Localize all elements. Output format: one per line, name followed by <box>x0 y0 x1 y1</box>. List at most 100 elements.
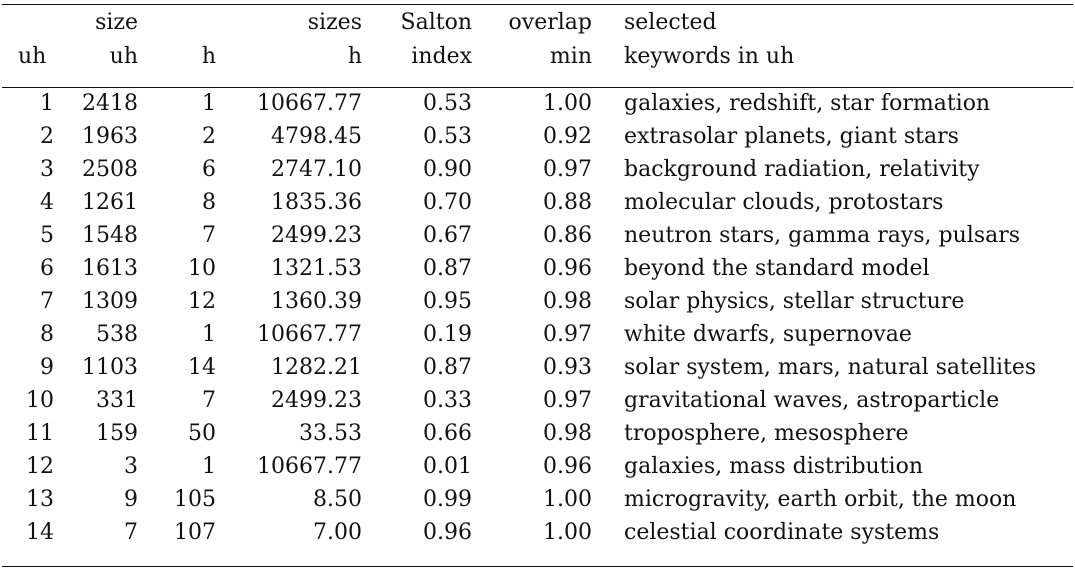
salton-index-cell: 0.95 <box>423 289 472 314</box>
sizes-h-cell: 8.50 <box>313 487 362 512</box>
header-cell: Salton <box>400 10 472 35</box>
sizes-h-cell: 2499.23 <box>271 388 362 413</box>
header-row-2: uh uh h h index min keywords in uh <box>0 40 1036 74</box>
uh-id-cell: 2 <box>40 124 54 149</box>
header-cell: index <box>411 44 472 69</box>
table-row: 3 2508 6 2747.10 0.90 0.97 background radiatio… <box>0 153 1036 186</box>
keywords-cell: microgravity, earth orbit, the moon <box>624 487 1017 512</box>
keywords-cell: celestial coordinate systems <box>624 520 940 545</box>
header-rule <box>2 87 1073 88</box>
salton-index-cell: 0.99 <box>423 487 472 512</box>
salton-index-cell: 0.33 <box>423 388 472 413</box>
salton-index-cell: 0.19 <box>423 322 472 347</box>
keywords-cell: galaxies, redshift, star formation <box>624 91 991 116</box>
salton-index-cell: 0.53 <box>423 91 472 116</box>
size-uh-cell: 2418 <box>82 91 138 116</box>
overlap-min-cell: 0.92 <box>543 124 592 149</box>
keywords-cell: troposphere, mesosphere <box>624 421 909 446</box>
uh-id-cell: 5 <box>40 223 54 248</box>
overlap-min-cell: 1.00 <box>543 91 592 116</box>
uh-id-cell: 1 <box>40 91 54 116</box>
table-row: 4 1261 8 1835.36 0.70 0.88 molecular clouds, p… <box>0 186 1036 219</box>
size-uh-cell: 538 <box>96 322 138 347</box>
table-row: 13 9 105 8.50 0.99 1.00 microgravity, earth or… <box>0 483 1036 516</box>
sizes-h-cell: 1835.36 <box>271 190 362 215</box>
size-uh-cell: 1261 <box>82 190 138 215</box>
size-uh-cell: 3 <box>124 454 138 479</box>
keywords-cell: galaxies, mass distribution <box>624 454 923 479</box>
salton-index-cell: 0.90 <box>423 157 472 182</box>
top-rule <box>2 4 1073 5</box>
uh-id-cell: 13 <box>26 487 54 512</box>
keywords-cell: white dwarfs, supernovae <box>624 322 912 347</box>
salton-index-cell: 0.87 <box>423 355 472 380</box>
h-id-cell: 14 <box>188 355 216 380</box>
salton-index-cell: 0.67 <box>423 223 472 248</box>
table-row: 6 1613 10 1321.53 0.87 0.96 beyond the standar… <box>0 252 1036 285</box>
h-id-cell: 10 <box>188 256 216 281</box>
keywords-cell: beyond the standard model <box>624 256 930 281</box>
overlap-min-cell: 1.00 <box>543 487 592 512</box>
table-row: 12 3 1 10667.77 0.01 0.96 galaxies, mass distr… <box>0 450 1036 483</box>
sizes-h-cell: 10667.77 <box>257 91 362 116</box>
sizes-h-cell: 7.00 <box>313 520 362 545</box>
uh-id-cell: 4 <box>40 190 54 215</box>
size-uh-cell: 9 <box>124 487 138 512</box>
h-id-cell: 50 <box>188 421 216 446</box>
table-row: 7 1309 12 1360.39 0.95 0.98 solar physics, ste… <box>0 285 1036 318</box>
uh-id-cell: 8 <box>40 322 54 347</box>
sizes-h-cell: 1360.39 <box>271 289 362 314</box>
keywords-cell: neutron stars, gamma rays, pulsars <box>624 223 1021 248</box>
uh-id-cell: 6 <box>40 256 54 281</box>
overlap-min-cell: 0.93 <box>543 355 592 380</box>
size-uh-cell: 1548 <box>82 223 138 248</box>
h-id-cell: 7 <box>202 388 216 413</box>
sizes-h-cell: 1282.21 <box>271 355 362 380</box>
sizes-h-cell: 1321.53 <box>271 256 362 281</box>
h-id-cell: 1 <box>202 322 216 347</box>
size-uh-cell: 159 <box>96 421 138 446</box>
uh-id-cell: 10 <box>26 388 54 413</box>
header-row-1: size sizes Salton overlap selected <box>0 6 1036 40</box>
h-id-cell: 8 <box>202 190 216 215</box>
header-cell: h <box>201 44 216 69</box>
uh-id-cell: 11 <box>26 421 54 446</box>
h-id-cell: 1 <box>202 454 216 479</box>
overlap-min-cell: 0.97 <box>543 322 592 347</box>
table-row: 9 1103 14 1282.21 0.87 0.93 solar system, mars… <box>0 351 1036 384</box>
h-id-cell: 12 <box>188 289 216 314</box>
size-uh-cell: 1613 <box>82 256 138 281</box>
size-uh-cell: 1309 <box>82 289 138 314</box>
salton-index-cell: 0.66 <box>423 421 472 446</box>
overlap-min-cell: 0.96 <box>543 256 592 281</box>
sizes-h-cell: 10667.77 <box>257 454 362 479</box>
table-row: 2 1963 2 4798.45 0.53 0.92 extrasolar planets,… <box>0 120 1036 153</box>
size-uh-cell: 1103 <box>82 355 138 380</box>
header-cell: size <box>95 10 138 35</box>
size-uh-cell: 7 <box>124 520 138 545</box>
uh-id-cell: 3 <box>40 157 54 182</box>
salton-index-cell: 0.96 <box>423 520 472 545</box>
salton-index-cell: 0.70 <box>423 190 472 215</box>
sizes-h-cell: 4798.45 <box>271 124 362 149</box>
header-cell: sizes <box>307 10 362 35</box>
overlap-min-cell: 0.96 <box>543 454 592 479</box>
table-body: 1 2418 1 10667.77 0.53 1.00 galaxies, redshift… <box>0 74 1036 549</box>
header-cell: h <box>347 44 362 69</box>
keywords-cell: extrasolar planets, giant stars <box>624 124 959 149</box>
header-cell: min <box>549 44 592 69</box>
table-header: size sizes Salton overlap selected uh uh… <box>0 6 1036 74</box>
table-row: 10 331 7 2499.23 0.33 0.97 gravitational waves… <box>0 384 1036 417</box>
overlap-min-cell: 0.97 <box>543 388 592 413</box>
table-spacer-row <box>0 74 1036 87</box>
header-cell: keywords in uh <box>624 44 795 69</box>
overlap-min-cell: 0.98 <box>543 421 592 446</box>
size-uh-cell: 2508 <box>82 157 138 182</box>
header-cell: uh <box>109 44 138 69</box>
uh-id-cell: 7 <box>40 289 54 314</box>
h-id-cell: 2 <box>202 124 216 149</box>
uh-id-cell: 14 <box>26 520 54 545</box>
sizes-h-cell: 10667.77 <box>257 322 362 347</box>
size-uh-cell: 331 <box>96 388 138 413</box>
